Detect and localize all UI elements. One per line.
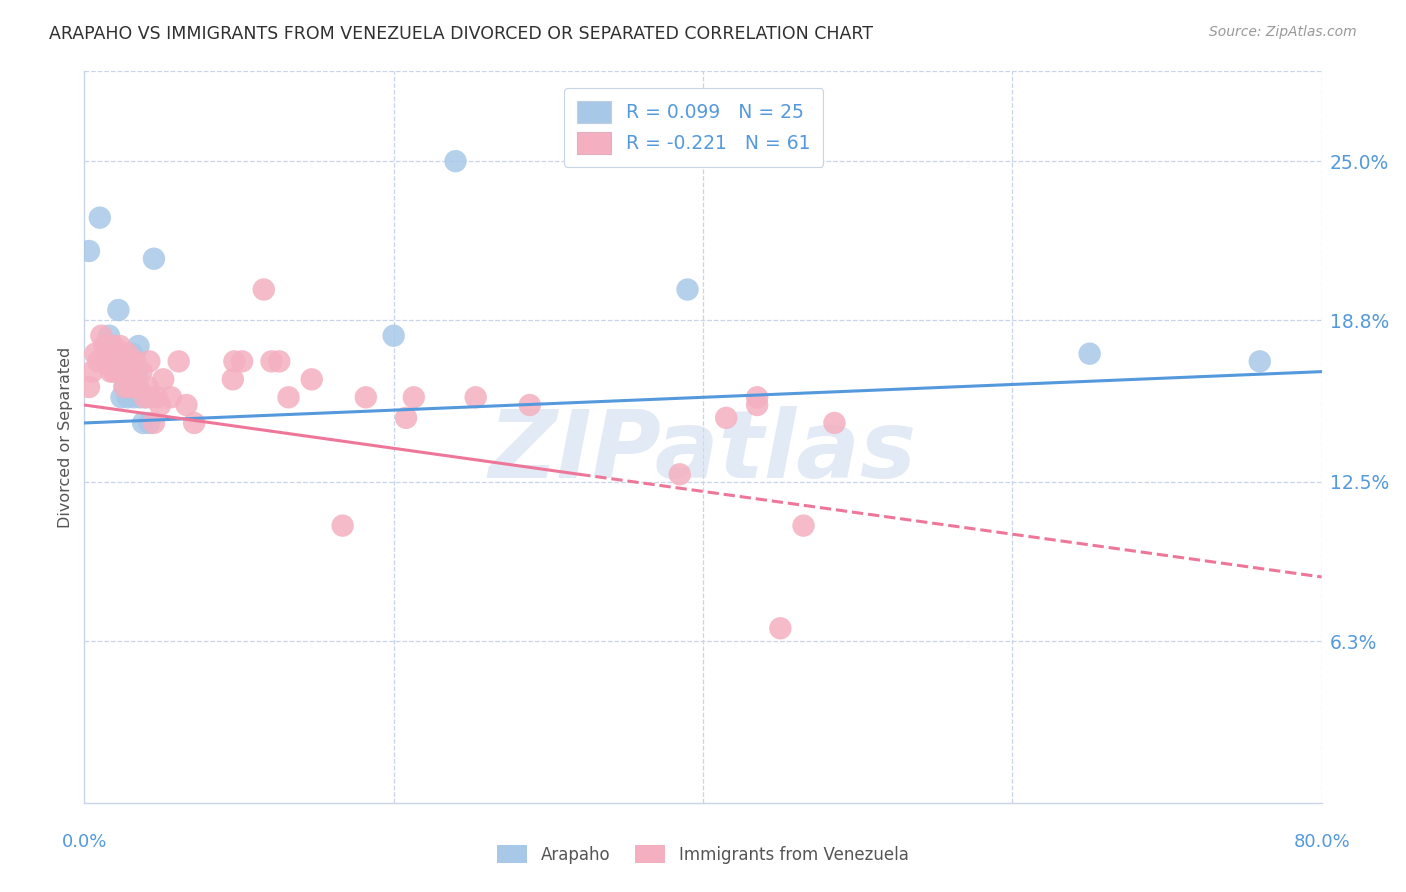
Point [127, 380, 149, 394]
Point [135, 390, 157, 404]
Point [107, 303, 129, 318]
Point [444, 154, 467, 169]
Point [131, 365, 153, 379]
Point [395, 410, 418, 425]
Point [129, 390, 152, 404]
Point [167, 354, 190, 368]
Y-axis label: Divorced or Separated: Divorced or Separated [58, 346, 73, 528]
Point [120, 380, 142, 394]
Point [96, 354, 118, 368]
Point [277, 390, 299, 404]
Point [108, 365, 131, 379]
Point [125, 365, 148, 379]
Point [118, 365, 141, 379]
Point [89, 211, 111, 225]
Legend: Arapaho, Immigrants from Venezuela: Arapaho, Immigrants from Venezuela [491, 838, 915, 871]
Point [146, 390, 169, 404]
Point [224, 354, 246, 368]
Legend: R = 0.099   N = 25, R = -0.221   N = 61: R = 0.099 N = 25, R = -0.221 N = 61 [564, 88, 824, 167]
Point [93, 339, 115, 353]
Point [98, 328, 121, 343]
Point [87, 354, 110, 368]
Point [519, 398, 541, 412]
Point [98, 339, 121, 353]
Point [121, 380, 143, 394]
Point [269, 354, 291, 368]
Point [793, 518, 815, 533]
Text: Source: ZipAtlas.com: Source: ZipAtlas.com [1209, 25, 1357, 39]
Text: ZIPatlas: ZIPatlas [489, 406, 917, 498]
Point [105, 354, 128, 368]
Point [103, 365, 125, 379]
Point [745, 398, 768, 412]
Point [332, 518, 354, 533]
Point [143, 416, 166, 430]
Point [121, 354, 143, 368]
Point [134, 390, 156, 404]
Point [1078, 346, 1101, 360]
Point [402, 390, 425, 404]
Point [100, 365, 122, 379]
Point [120, 365, 142, 379]
Point [114, 380, 136, 394]
Point [260, 354, 283, 368]
Point [132, 416, 155, 430]
Point [823, 416, 845, 430]
Point [152, 372, 174, 386]
Point [714, 410, 737, 425]
Point [110, 390, 132, 404]
Point [143, 252, 166, 266]
Point [117, 390, 139, 404]
Point [77, 244, 100, 258]
Point [108, 339, 131, 353]
Point [136, 380, 159, 394]
Point [382, 328, 405, 343]
Point [122, 390, 145, 404]
Point [769, 621, 792, 635]
Point [176, 398, 198, 412]
Point [745, 390, 768, 404]
Point [124, 354, 146, 368]
Point [149, 398, 172, 412]
Point [160, 390, 183, 404]
Point [253, 283, 276, 297]
Point [231, 354, 253, 368]
Point [117, 359, 139, 374]
Text: 0.0%: 0.0% [62, 833, 107, 851]
Point [77, 380, 100, 394]
Point [82, 365, 104, 379]
Point [114, 359, 136, 374]
Point [222, 372, 245, 386]
Point [464, 390, 486, 404]
Point [1249, 354, 1271, 368]
Point [301, 372, 323, 386]
Point [138, 416, 160, 430]
Point [112, 346, 135, 360]
Point [669, 467, 692, 482]
Point [103, 339, 125, 353]
Point [124, 380, 146, 394]
Text: ARAPAHO VS IMMIGRANTS FROM VENEZUELA DIVORCED OR SEPARATED CORRELATION CHART: ARAPAHO VS IMMIGRANTS FROM VENEZUELA DIV… [49, 25, 873, 43]
Point [84, 346, 107, 360]
Point [105, 365, 128, 379]
Point [90, 328, 112, 343]
Point [114, 380, 136, 394]
Point [183, 416, 205, 430]
Point [115, 354, 138, 368]
Point [138, 354, 160, 368]
Point [676, 283, 699, 297]
Point [121, 346, 143, 360]
Point [354, 390, 377, 404]
Point [107, 359, 129, 374]
Point [117, 346, 139, 360]
Point [127, 339, 149, 353]
Point [118, 380, 141, 394]
Point [139, 390, 162, 404]
Text: 80.0%: 80.0% [1294, 833, 1350, 851]
